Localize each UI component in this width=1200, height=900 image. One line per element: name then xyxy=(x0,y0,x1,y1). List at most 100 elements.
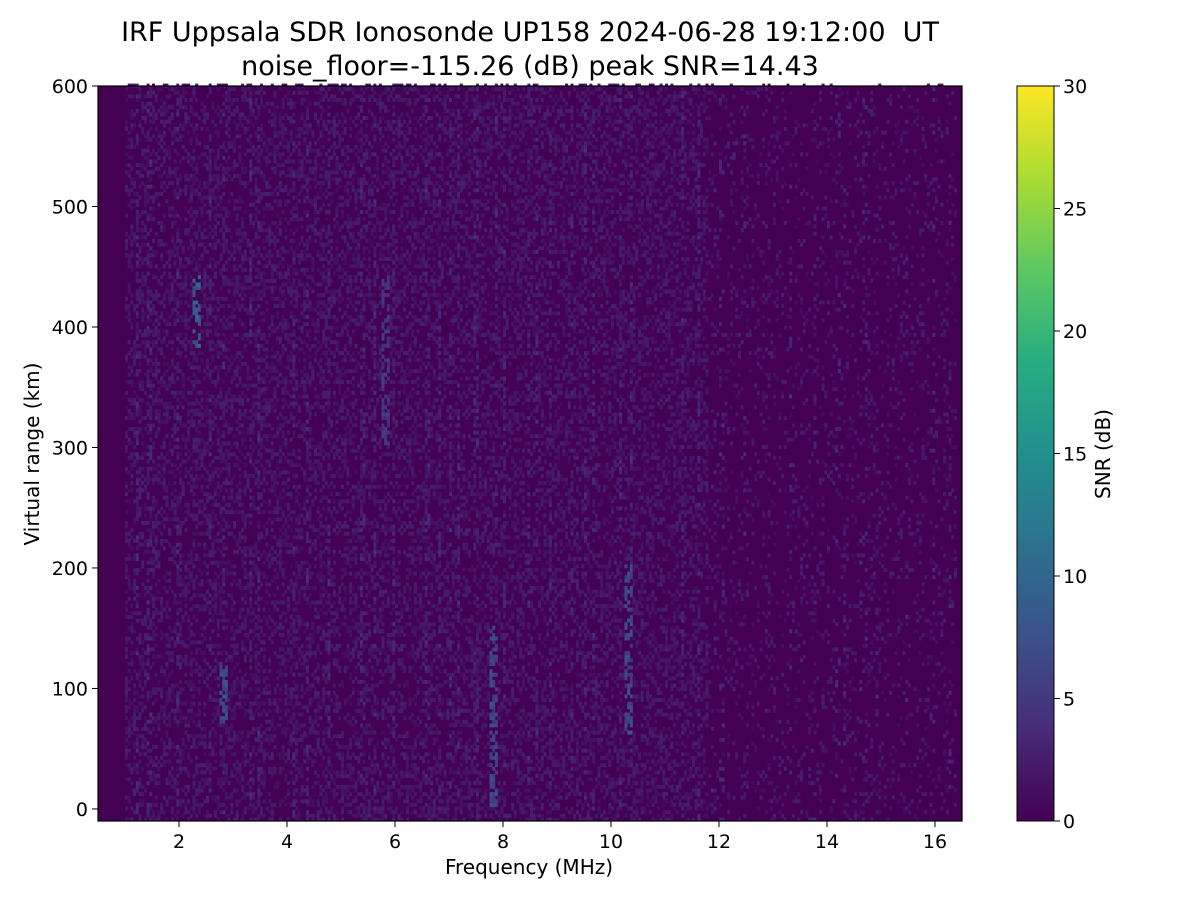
heatmap-cell xyxy=(251,264,255,269)
heatmap-cell xyxy=(141,441,145,446)
heatmap-cell xyxy=(270,528,274,533)
heatmap-cell xyxy=(200,672,204,677)
heatmap-cell xyxy=(184,474,188,478)
heatmap-cell xyxy=(238,123,242,128)
heatmap-cell xyxy=(216,112,220,117)
heatmap-cell xyxy=(179,640,182,645)
heatmap-cell xyxy=(249,177,253,182)
heatmap-cell xyxy=(222,365,226,370)
heatmap-cell xyxy=(152,549,155,554)
heatmap-cell xyxy=(160,633,164,637)
heatmap-cell xyxy=(200,788,204,793)
heatmap-cell xyxy=(219,665,223,670)
heatmap-cell xyxy=(216,799,220,804)
heatmap-cell xyxy=(241,166,245,171)
heatmap-cell xyxy=(214,589,218,594)
heatmap-cell xyxy=(187,683,191,688)
heatmap-cell xyxy=(262,380,266,384)
heatmap-cell xyxy=(146,506,150,511)
heatmap-cell xyxy=(268,701,272,706)
heatmap-cell xyxy=(243,680,247,684)
heatmap-cell xyxy=(149,347,153,352)
heatmap-cell xyxy=(206,322,209,327)
heatmap-cell xyxy=(249,568,253,572)
heatmap-cell xyxy=(257,152,261,157)
heatmap-cell xyxy=(219,672,223,677)
heatmap-cell xyxy=(146,781,150,786)
heatmap-cell xyxy=(284,730,288,735)
heatmap-cell xyxy=(284,672,288,677)
heatmap-cell xyxy=(184,155,188,160)
heatmap-cell xyxy=(135,672,139,677)
heatmap-cell xyxy=(243,474,247,478)
heatmap-cell xyxy=(179,748,182,753)
heatmap-cell xyxy=(181,701,185,706)
heatmap-cell xyxy=(216,708,220,713)
heatmap-cell xyxy=(251,568,255,572)
heatmap-cell xyxy=(249,264,253,269)
heatmap-cell xyxy=(273,690,277,695)
heatmap-cell xyxy=(200,199,204,204)
heatmap-cell xyxy=(176,705,180,710)
heatmap-cell xyxy=(162,188,166,193)
heatmap-cell xyxy=(173,524,177,529)
heatmap-cell xyxy=(265,589,269,594)
heatmap-cell xyxy=(276,502,280,507)
heatmap-cell xyxy=(289,314,293,319)
heatmap-cell xyxy=(243,593,247,598)
heatmap-cell xyxy=(179,546,182,551)
heatmap-cell xyxy=(241,441,245,446)
heatmap-cell xyxy=(287,586,290,590)
heatmap-cell xyxy=(243,549,247,554)
heatmap-cell xyxy=(260,318,263,323)
heatmap-cell xyxy=(251,293,255,298)
heatmap-cell xyxy=(197,719,201,724)
heatmap-cell xyxy=(165,408,169,413)
heatmap-cell xyxy=(211,401,215,406)
heatmap-cell xyxy=(224,502,228,507)
heatmap-cell xyxy=(187,788,191,793)
heatmap-cell xyxy=(143,549,147,554)
heatmap-cell xyxy=(197,788,201,793)
heatmap-cell xyxy=(138,369,142,374)
heatmap-cell xyxy=(241,322,245,327)
heatmap-cell xyxy=(179,188,182,193)
heatmap-cell xyxy=(127,416,131,420)
heatmap-cell xyxy=(195,141,199,146)
heatmap-cell xyxy=(165,361,169,366)
heatmap-cell xyxy=(135,452,139,457)
heatmap-cell xyxy=(130,354,134,359)
heatmap-cell xyxy=(130,528,134,533)
heatmap-cell xyxy=(170,376,174,381)
heatmap-cell xyxy=(281,134,285,139)
heatmap-cell xyxy=(273,510,277,514)
heatmap-cell xyxy=(181,94,185,99)
heatmap-cell xyxy=(176,571,180,576)
heatmap-cell xyxy=(192,604,196,608)
heatmap-cell xyxy=(187,636,191,641)
heatmap-cell xyxy=(289,625,293,630)
heatmap-cell xyxy=(133,745,137,749)
heatmap-cell xyxy=(157,390,161,395)
heatmap-cell xyxy=(157,387,161,392)
heatmap-cell xyxy=(243,539,247,543)
heatmap-cell xyxy=(189,419,193,424)
heatmap-cell xyxy=(284,517,288,522)
heatmap-cell xyxy=(230,672,234,677)
heatmap-cell xyxy=(219,242,223,247)
heatmap-cell xyxy=(238,763,242,768)
heatmap-cell xyxy=(133,372,137,377)
heatmap-cell xyxy=(165,387,169,392)
heatmap-cell xyxy=(249,546,253,551)
heatmap-cell xyxy=(203,705,207,710)
heatmap-cell xyxy=(211,560,215,565)
heatmap-cell xyxy=(262,333,266,337)
heatmap-cell xyxy=(238,510,242,514)
heatmap-cell xyxy=(187,325,191,330)
heatmap-cell xyxy=(179,542,182,547)
heatmap-cell xyxy=(222,264,226,269)
heatmap-cell xyxy=(214,560,218,565)
heatmap-cell xyxy=(219,586,223,590)
heatmap-cell xyxy=(257,380,261,384)
heatmap-cell xyxy=(170,213,174,218)
